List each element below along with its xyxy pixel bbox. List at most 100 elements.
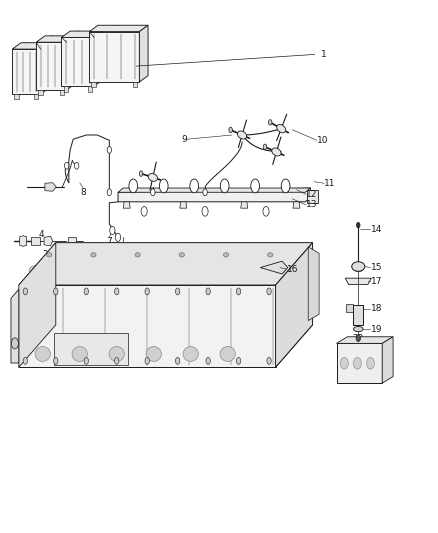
Ellipse shape: [206, 358, 210, 365]
Ellipse shape: [107, 189, 112, 196]
Text: 14: 14: [371, 225, 382, 234]
Polygon shape: [19, 285, 276, 367]
Polygon shape: [336, 343, 382, 383]
Text: 19: 19: [371, 325, 382, 334]
Polygon shape: [308, 247, 319, 320]
Polygon shape: [94, 31, 103, 86]
Ellipse shape: [353, 326, 363, 332]
Ellipse shape: [272, 148, 281, 156]
Ellipse shape: [212, 251, 229, 262]
Polygon shape: [68, 237, 76, 245]
Ellipse shape: [115, 288, 119, 295]
Ellipse shape: [223, 253, 229, 257]
Ellipse shape: [251, 179, 259, 193]
Ellipse shape: [277, 125, 286, 133]
Ellipse shape: [145, 358, 149, 365]
Ellipse shape: [190, 179, 198, 193]
Bar: [353, 305, 364, 325]
Ellipse shape: [281, 179, 290, 193]
Ellipse shape: [46, 253, 52, 257]
Text: 1: 1: [321, 50, 327, 59]
Polygon shape: [11, 289, 19, 363]
Text: 20: 20: [352, 334, 364, 343]
Ellipse shape: [141, 206, 147, 216]
Ellipse shape: [84, 358, 88, 365]
Text: 11: 11: [324, 179, 336, 188]
Ellipse shape: [116, 233, 120, 241]
Text: 3: 3: [66, 251, 72, 260]
Ellipse shape: [139, 171, 143, 176]
Ellipse shape: [170, 257, 179, 262]
Polygon shape: [20, 236, 27, 246]
Ellipse shape: [340, 358, 348, 369]
Polygon shape: [44, 236, 53, 246]
Ellipse shape: [29, 265, 46, 276]
Polygon shape: [123, 202, 130, 208]
Polygon shape: [19, 243, 313, 285]
Ellipse shape: [120, 258, 137, 269]
Ellipse shape: [109, 346, 124, 361]
Text: 15: 15: [371, 263, 382, 272]
Text: 4: 4: [39, 230, 45, 239]
Ellipse shape: [237, 288, 241, 295]
Ellipse shape: [179, 253, 184, 257]
Ellipse shape: [263, 206, 269, 216]
Polygon shape: [31, 237, 40, 245]
Polygon shape: [39, 90, 43, 95]
Text: 6: 6: [123, 271, 128, 280]
Ellipse shape: [72, 346, 87, 361]
Polygon shape: [241, 202, 248, 208]
Ellipse shape: [33, 268, 42, 273]
Ellipse shape: [183, 346, 198, 361]
Text: 5: 5: [105, 251, 111, 260]
Polygon shape: [53, 333, 127, 365]
Ellipse shape: [146, 346, 161, 361]
Ellipse shape: [206, 288, 210, 295]
Ellipse shape: [145, 288, 149, 295]
Polygon shape: [12, 49, 41, 94]
Ellipse shape: [357, 222, 360, 228]
Ellipse shape: [115, 358, 119, 365]
Ellipse shape: [267, 358, 271, 365]
Polygon shape: [139, 25, 148, 82]
Ellipse shape: [135, 253, 140, 257]
Ellipse shape: [203, 189, 207, 196]
Polygon shape: [34, 94, 39, 100]
Text: 9: 9: [181, 135, 187, 144]
Ellipse shape: [84, 288, 88, 295]
Text: 2: 2: [42, 251, 48, 260]
Polygon shape: [260, 261, 288, 274]
Polygon shape: [345, 278, 371, 285]
Ellipse shape: [216, 254, 225, 259]
Polygon shape: [64, 86, 68, 92]
Polygon shape: [14, 94, 19, 100]
Polygon shape: [118, 188, 311, 202]
Ellipse shape: [129, 179, 138, 193]
Polygon shape: [276, 243, 313, 367]
Ellipse shape: [11, 338, 18, 349]
Ellipse shape: [64, 163, 69, 169]
Polygon shape: [19, 325, 313, 367]
Polygon shape: [118, 188, 311, 192]
Ellipse shape: [220, 346, 235, 361]
Polygon shape: [67, 36, 75, 90]
Text: 10: 10: [317, 136, 328, 145]
Ellipse shape: [75, 262, 92, 272]
Ellipse shape: [356, 335, 360, 342]
Ellipse shape: [151, 189, 155, 196]
Ellipse shape: [91, 253, 96, 257]
Ellipse shape: [166, 254, 183, 265]
Polygon shape: [180, 202, 187, 208]
Ellipse shape: [268, 119, 272, 125]
Ellipse shape: [23, 358, 28, 365]
Polygon shape: [41, 43, 49, 94]
Ellipse shape: [35, 346, 50, 361]
Ellipse shape: [237, 358, 241, 365]
Text: 16: 16: [286, 265, 298, 273]
Ellipse shape: [159, 179, 168, 193]
Polygon shape: [36, 36, 75, 42]
Polygon shape: [61, 31, 103, 37]
Text: 18: 18: [371, 304, 382, 313]
Polygon shape: [88, 86, 92, 92]
Polygon shape: [336, 337, 393, 343]
